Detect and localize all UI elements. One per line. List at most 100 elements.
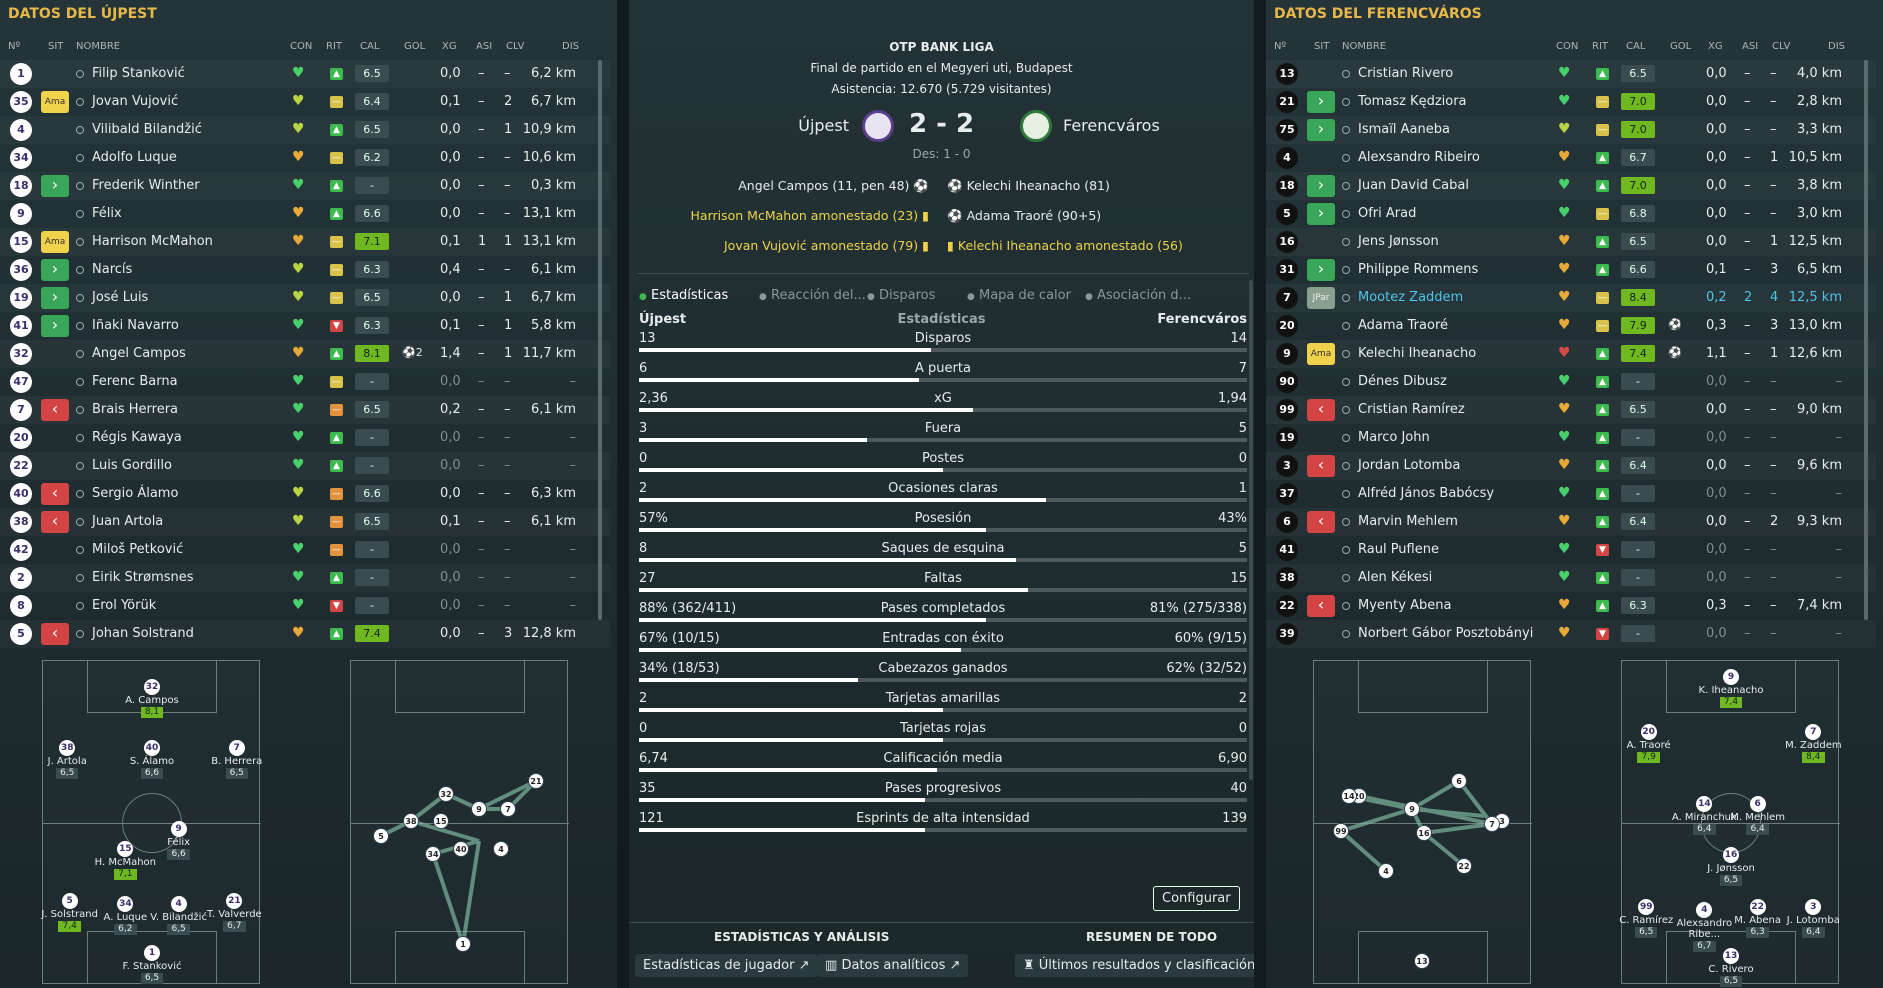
results-button[interactable]: ♜ Últimos resultados y clasificación xyxy=(1015,954,1254,977)
network-node[interactable]: 1 xyxy=(455,936,471,952)
player-name[interactable]: José Luis xyxy=(92,290,149,305)
player-name[interactable]: Ofri Arad xyxy=(1358,206,1417,221)
table-row[interactable]: 47 Ferenc Barna ♥ — - 0,0 – – – xyxy=(0,368,610,396)
player-name[interactable]: Mootez Zaddem xyxy=(1358,290,1464,305)
col-header[interactable]: RIT xyxy=(326,41,343,52)
lineup-player[interactable]: 1 F. Stanković 6,5 xyxy=(117,944,187,984)
player-name[interactable]: Norbert Gábor Posztobányi xyxy=(1358,626,1534,641)
player-name[interactable]: Tomasz Kędziora xyxy=(1358,94,1467,109)
table-row[interactable]: 19 › José Luis ♥ — 6.5 0,0 – 1 6,7 km xyxy=(0,284,610,312)
lineup-player[interactable]: 21 T. Valverde 6,7 xyxy=(199,892,269,932)
home-table-scrollbar[interactable] xyxy=(598,60,602,620)
player-name[interactable]: Kelechi Iheanacho xyxy=(1358,346,1477,361)
player-name[interactable]: Alfréd János Babócsy xyxy=(1358,486,1495,501)
col-header[interactable]: DIS xyxy=(562,41,579,52)
network-node[interactable]: 9 xyxy=(471,801,487,817)
table-row[interactable]: 37 Alfréd János Babócsy ♥ ▲ - 0,0 – – – xyxy=(1266,480,1876,508)
col-header[interactable]: CLV xyxy=(506,41,525,52)
network-node[interactable]: 7 xyxy=(1484,816,1500,832)
player-name[interactable]: Marco John xyxy=(1358,430,1430,445)
table-row[interactable]: 2 Eirik Strømsnes ♥ ▲ - 0,0 – – – xyxy=(0,564,610,592)
player-name[interactable]: Narcís xyxy=(92,262,133,277)
player-name[interactable]: Félix xyxy=(92,206,122,221)
home-crest-icon[interactable] xyxy=(862,110,894,142)
table-row[interactable]: 18 › Juan David Cabal ♥ ▲ 7.0 0,0 – – 3,8 km xyxy=(1266,172,1876,200)
player-name[interactable]: Vilibald Bilandžić xyxy=(92,122,202,137)
player-name[interactable]: Harrison McMahon xyxy=(92,234,213,249)
player-name[interactable]: Jovan Vujović xyxy=(92,94,179,109)
table-row[interactable]: 7 ‹ Brais Herrera ♥ — 6.5 0,2 – – 6,1 km xyxy=(0,396,610,424)
table-row[interactable]: 18 › Frederik Winther ♥ ▲ - 0,0 – – 0,3 km xyxy=(0,172,610,200)
network-node[interactable]: 5 xyxy=(373,828,389,844)
lineup-player[interactable]: 5 J. Solstrand 7,4 xyxy=(35,892,105,932)
col-header[interactable]: CON xyxy=(290,41,313,52)
player-name[interactable]: Adama Traoré xyxy=(1358,318,1448,333)
table-row[interactable]: 22 Luis Gordillo ♥ ▲ - 0,0 – – – xyxy=(0,452,610,480)
network-node[interactable]: 6 xyxy=(1451,773,1467,789)
network-node[interactable]: 4 xyxy=(493,841,509,857)
table-row[interactable]: 42 Miloš Petković ♥ — - 0,0 – – – xyxy=(0,536,610,564)
player-name[interactable]: Jordan Lotomba xyxy=(1358,458,1461,473)
lineup-player[interactable]: 32 A. Campos 8,1 xyxy=(117,678,187,718)
table-row[interactable]: 6 ‹ Marvin Mehlem ♥ ▲ 6.4 0,0 – 2 9,3 km xyxy=(1266,508,1876,536)
table-row[interactable]: 5 › Ofri Arad ♥ — 6.8 0,0 – – 3,0 km xyxy=(1266,200,1876,228)
match-event[interactable]: ⚽ Kelechi Iheanacho (81) xyxy=(947,178,1110,194)
col-header[interactable]: GOL xyxy=(1670,41,1692,52)
col-header[interactable]: NOMBRE xyxy=(76,41,121,52)
table-row[interactable]: 31 › Philippe Rommens ♥ ▲ 6.6 0,1 – 3 6,5 km xyxy=(1266,256,1876,284)
table-row[interactable]: 22 ‹ Myenty Abena ♥ ▲ 6.3 0,3 – – 7,4 km xyxy=(1266,592,1876,620)
table-row[interactable]: 32 Angel Campos ♥ ▲ 8.1 ⚽2 1,4 – 1 11,7 km xyxy=(0,340,610,368)
tab-1[interactable]: ● Reacción del... xyxy=(759,288,866,303)
network-node[interactable]: 16 xyxy=(1416,825,1432,841)
table-row[interactable]: 4 Vilibald Bilandžić ♥ ▲ 6.5 0,0 – 1 10,9 km xyxy=(0,116,610,144)
lineup-player[interactable]: 34 A. Luque 6,2 xyxy=(90,896,160,935)
player-name[interactable]: Sergio Álamo xyxy=(92,486,179,501)
player-name[interactable]: Angel Campos xyxy=(92,346,186,361)
player-name[interactable]: Eirik Strømsnes xyxy=(92,570,194,585)
player-name[interactable]: Alexsandro Ribeiro xyxy=(1358,150,1480,165)
lineup-player[interactable]: 3 J. Lotomba 6,4 xyxy=(1778,899,1848,939)
table-row[interactable]: 4 Alexsandro Ribeiro ♥ ▲ 6.7 0,0 – 1 10,5 km xyxy=(1266,144,1876,172)
network-node[interactable]: 4 xyxy=(1378,863,1394,879)
col-header[interactable]: CON xyxy=(1556,41,1579,52)
match-event[interactable]: ▮ Kelechi Iheanacho amonestado (56) xyxy=(947,238,1183,253)
col-header[interactable]: NOMBRE xyxy=(1342,41,1387,52)
network-node[interactable]: 7 xyxy=(500,801,516,817)
col-header[interactable]: Nº xyxy=(8,41,21,52)
table-row[interactable]: 16 Jens Jønsson ♥ ▲ 6.5 0,0 – 1 12,5 km xyxy=(1266,228,1876,256)
lineup-player[interactable]: 14 A. Miranchuk 6,4 xyxy=(1669,795,1739,835)
col-header[interactable]: Nº xyxy=(1274,41,1287,52)
lineup-player[interactable]: 40 S. Álamo 6,6 xyxy=(117,740,187,780)
match-event[interactable]: Angel Campos (11, pen 48) ⚽ xyxy=(738,178,929,194)
lineup-player[interactable]: 20 A. Traoré 7,9 xyxy=(1614,724,1684,764)
lineup-player[interactable]: 9 K. Iheanacho 7,4 xyxy=(1696,669,1766,709)
col-header[interactable]: RIT xyxy=(1592,41,1609,52)
network-node[interactable]: 32 xyxy=(438,786,454,802)
col-header[interactable]: CLV xyxy=(1772,41,1791,52)
away-table-scrollbar[interactable] xyxy=(1864,60,1868,620)
configure-button[interactable]: Configurar xyxy=(1153,886,1240,911)
match-event[interactable]: Jovan Vujović amonestado (79) ▮ xyxy=(724,238,929,253)
col-header[interactable]: XG xyxy=(1708,41,1723,52)
col-header[interactable]: CAL xyxy=(1626,41,1646,52)
table-row[interactable]: 15 Ama Harrison McMahon ♥ — 7.1 0,1 1 1 13,1 km xyxy=(0,228,610,256)
col-header[interactable]: SIT xyxy=(1314,41,1330,52)
player-name[interactable]: Luis Gordillo xyxy=(92,458,172,473)
table-row[interactable]: 35 Ama Jovan Vujović ♥ — 6.4 0,1 – 2 6,7 km xyxy=(0,88,610,116)
player-name[interactable]: Dénes Dibusz xyxy=(1358,374,1447,389)
player-name[interactable]: Cristian Ramírez xyxy=(1358,402,1465,417)
player-name[interactable]: Filip Stanković xyxy=(92,66,185,81)
table-row[interactable]: 13 Cristian Rivero ♥ ▲ 6.5 0,0 – – 4,0 km xyxy=(1266,60,1876,88)
table-row[interactable]: 38 ‹ Juan Artola ♥ — 6.5 0,1 – – 6,1 km xyxy=(0,508,610,536)
table-row[interactable]: 9 Félix ♥ ▲ 6.6 0,0– –13,1 km xyxy=(0,200,610,228)
network-node[interactable]: 21 xyxy=(528,773,544,789)
lineup-player[interactable]: 4 Alexsandro Ribe... 6,7 xyxy=(1669,902,1739,953)
lineup-player[interactable]: 7 B. Herrera 6,5 xyxy=(202,740,272,780)
match-event[interactable]: Harrison McMahon amonestado (23) ▮ xyxy=(691,208,929,223)
col-header[interactable]: GOL xyxy=(404,41,426,52)
lineup-player[interactable]: 7 M. Zaddem 8,4 xyxy=(1778,724,1848,764)
table-row[interactable]: 8 Erol Yörük ♥ ▼ - 0,0 – – – xyxy=(0,592,610,620)
network-node[interactable]: 14 xyxy=(1341,788,1357,804)
player-name[interactable]: Philippe Rommens xyxy=(1358,262,1479,277)
player-name[interactable]: Ferenc Barna xyxy=(92,374,178,389)
